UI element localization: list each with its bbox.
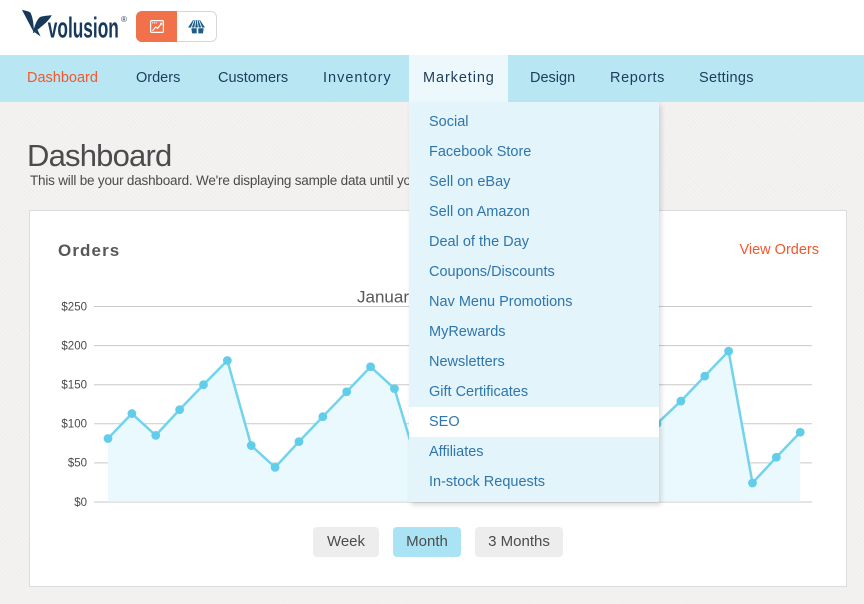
svg-text:$100: $100 bbox=[61, 419, 87, 431]
svg-text:$0: $0 bbox=[74, 497, 87, 509]
svg-text:®: ® bbox=[121, 15, 127, 24]
svg-text:volusion: volusion bbox=[48, 13, 119, 45]
svg-text:$50: $50 bbox=[68, 458, 87, 470]
svg-text:$250: $250 bbox=[61, 301, 87, 313]
svg-text:$200: $200 bbox=[61, 340, 87, 352]
svg-text:$150: $150 bbox=[61, 380, 87, 392]
